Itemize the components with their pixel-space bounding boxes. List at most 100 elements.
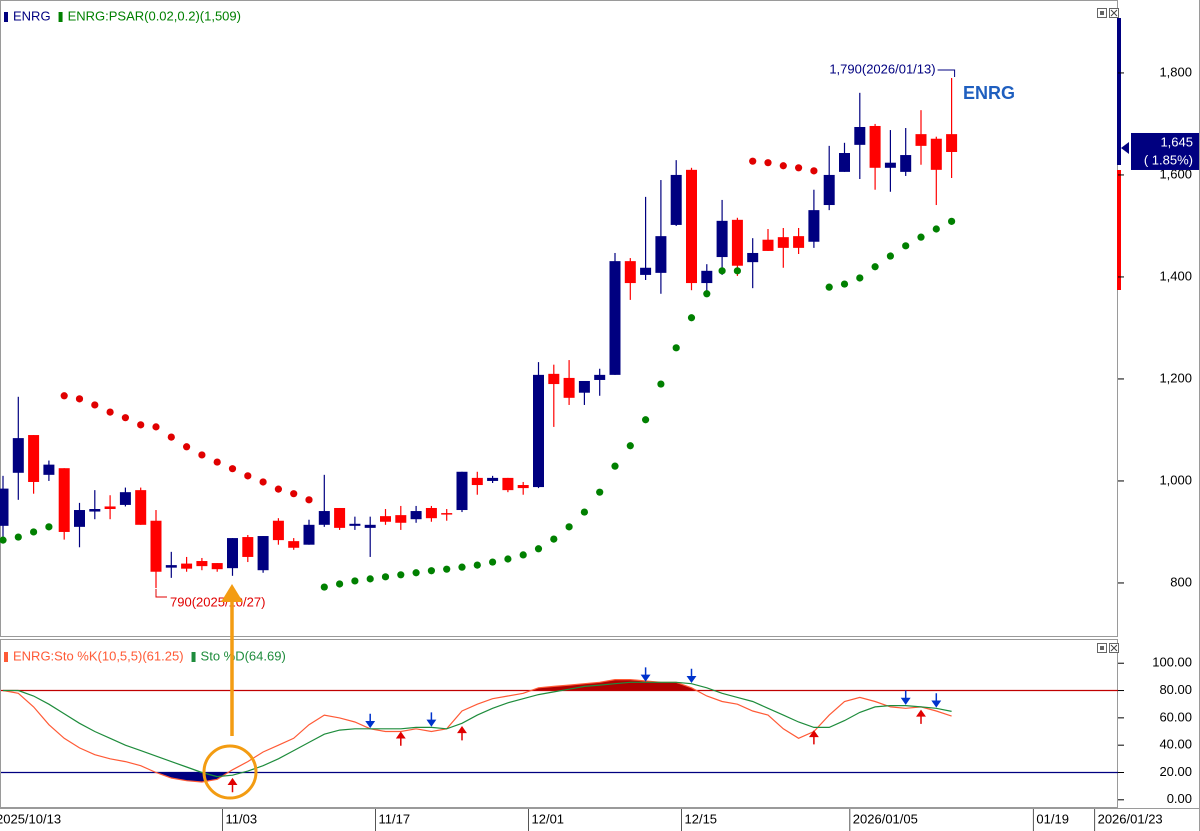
candle-body — [701, 270, 713, 284]
y-tick-label: 100.00 — [1152, 655, 1192, 670]
psar-dot — [75, 395, 84, 403]
psar-dot — [244, 472, 252, 480]
psar-dot — [183, 443, 191, 451]
psar-dot — [825, 283, 833, 291]
price-panel-buttons[interactable] — [1097, 8, 1119, 18]
candle-body — [793, 236, 805, 248]
psar-dot — [366, 575, 374, 583]
candle-body — [334, 507, 346, 528]
stoch-panel-frame — [0, 639, 1118, 808]
psar-dot — [733, 267, 742, 275]
psar-dot — [489, 558, 497, 566]
zone-fill — [3, 679, 697, 691]
psar-dot — [948, 217, 956, 225]
psar-dot — [137, 421, 145, 429]
sell-signal — [426, 712, 437, 727]
psar-dot — [779, 162, 787, 170]
candle-body — [104, 506, 116, 510]
candle-body — [487, 477, 499, 481]
psar-dot — [152, 423, 160, 431]
annotation-text: 790(2025/10/27) — [170, 594, 265, 609]
psar-dot — [473, 561, 481, 569]
y-tick-label: 1,400 — [1159, 268, 1192, 283]
psar-dot — [60, 392, 68, 400]
candle-body — [257, 536, 269, 571]
candle-body — [364, 524, 376, 528]
buy-signal — [808, 730, 819, 745]
last-price-box — [1131, 132, 1199, 170]
candle-body — [624, 261, 636, 284]
candle-body — [762, 239, 774, 251]
candle-body — [395, 515, 407, 523]
candle-body — [655, 236, 667, 273]
candle-body — [946, 134, 958, 152]
y-tick-label: 1,200 — [1159, 370, 1192, 385]
psar-dot — [534, 545, 543, 553]
psar-dot — [519, 551, 527, 559]
stoch-panel-buttons[interactable] — [1097, 643, 1119, 653]
x-tick-label: 12/15 — [685, 811, 718, 826]
buy-signal — [395, 731, 406, 746]
highlight-annotation — [202, 584, 258, 800]
candle-body — [349, 523, 361, 526]
highlight-arrow-head — [221, 584, 243, 602]
psar-dot — [810, 167, 818, 175]
psar-dot — [351, 577, 359, 585]
legend-label: Sto %D(64.69) — [201, 648, 286, 663]
psar-dot — [427, 567, 435, 575]
close-icon — [1110, 644, 1118, 652]
psar-dot — [657, 380, 665, 388]
psar-dot — [642, 416, 650, 424]
psar-dot — [91, 401, 99, 409]
psar-dot — [886, 252, 895, 260]
psar-dot — [121, 414, 129, 422]
candle-body — [471, 477, 483, 486]
candle-body — [839, 153, 850, 172]
candle-body — [272, 520, 284, 541]
candle-body — [181, 563, 193, 569]
legend-swatch — [4, 12, 8, 22]
symbol-label: ENRG — [963, 83, 1015, 103]
psar-dot — [14, 533, 22, 541]
psar-dot — [718, 267, 726, 275]
candle-body — [670, 174, 682, 225]
psar-dot — [290, 490, 298, 498]
y-tick-label: 0.00 — [1167, 791, 1192, 806]
psar-dot — [856, 274, 864, 282]
candle-body — [533, 374, 544, 488]
candle-body — [28, 435, 40, 482]
sell-signal — [931, 693, 942, 708]
last-price-label: 1,645 — [1160, 134, 1193, 149]
candle-body — [135, 490, 147, 525]
psar-dot — [703, 290, 711, 298]
candle-body — [884, 162, 896, 168]
psar-dot — [596, 488, 604, 496]
candle-body — [502, 477, 514, 491]
y-tick-label: 800 — [1170, 574, 1192, 589]
psar-dot — [550, 535, 558, 543]
psar-dot — [764, 159, 772, 167]
candle-body — [548, 373, 560, 385]
y-tick-label: 60.00 — [1159, 709, 1192, 724]
candle-body — [74, 510, 85, 527]
psar-dot — [336, 580, 344, 588]
x-tick-label: 12/01 — [532, 811, 565, 826]
candle-body — [211, 563, 223, 570]
candle-body — [823, 174, 835, 206]
legend-label: ENRG — [13, 8, 51, 23]
psar-dot — [29, 528, 38, 536]
candle-body — [165, 565, 177, 568]
psar-dot — [902, 242, 910, 250]
x-tick-label: 01/19 — [1036, 811, 1069, 826]
sell-signal — [365, 713, 376, 729]
maximize-icon — [1100, 646, 1104, 650]
range-bar — [1117, 170, 1121, 290]
psar-dot — [0, 536, 7, 544]
psar-dot — [932, 225, 940, 233]
psar-dot — [687, 314, 696, 322]
candle-body — [915, 134, 927, 146]
marks: 800 1,000 1,200 1,400 1,600 1,800 0.00 20.00 40.… — [0, 8, 1199, 831]
candle-body — [594, 374, 606, 380]
psar-dot — [504, 555, 512, 563]
